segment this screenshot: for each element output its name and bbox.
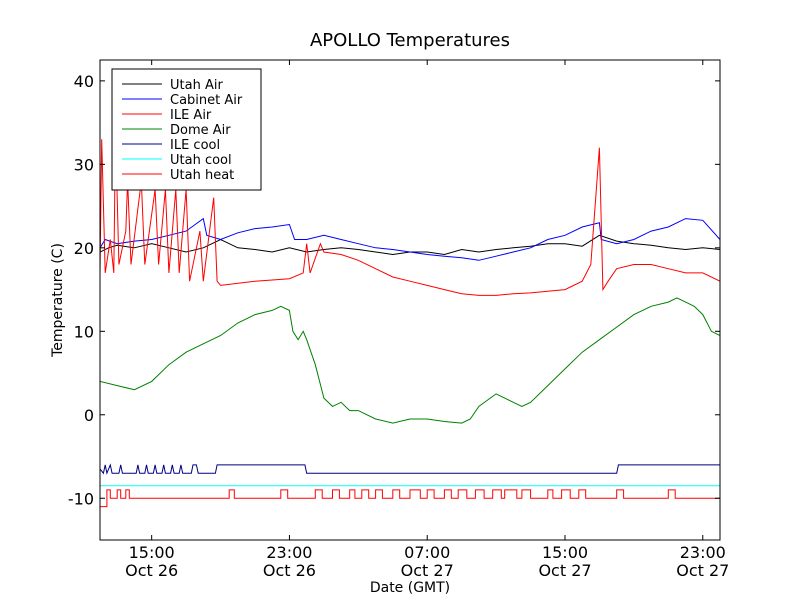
x-tick-label-date: Oct 26 [125,561,178,580]
y-tick-label: 40 [74,72,94,91]
x-tick-label-date: Oct 27 [538,561,591,580]
y-axis-label: Temperature (C) [50,243,66,358]
legend-label: ILE Air [170,108,212,123]
legend-label: Dome Air [170,123,231,138]
legend-label: Utah heat [170,168,234,183]
series-line-utah-heat [100,489,720,508]
x-tick-label-date: Oct 26 [263,561,316,580]
series-line-dome-air [100,297,720,424]
chart-title: APOLLO Temperatures [310,30,510,51]
x-axis-label: Date (GMT) [370,580,450,596]
x-tick-label-time: 23:00 [266,543,312,562]
series-line-cabinet-air [100,217,720,261]
plot-border [99,59,721,541]
series-line-utah-air [100,234,720,256]
legend-label: ILE cool [170,138,220,153]
y-tick-label: 10 [74,322,94,341]
series-line-ile-air [100,130,720,296]
y-tick-label: 20 [74,239,94,258]
y-tick-label: 0 [84,406,94,425]
series-line-ile-cool [100,463,720,475]
legend-label: Utah cool [170,153,232,168]
x-tick-label-time: 15:00 [129,543,175,562]
x-tick-label-time: 23:00 [680,543,726,562]
series-layer [100,130,720,508]
legend-label: Utah Air [170,78,223,93]
x-tick-label-date: Oct 27 [676,561,729,580]
y-tick-label: -10 [68,489,94,508]
legend-label: Cabinet Air [170,93,243,108]
x-tick-label-time: 07:00 [404,543,450,562]
x-tick-label-date: Oct 27 [401,561,454,580]
y-tick-label: 30 [74,155,94,174]
x-tick-label-time: 15:00 [542,543,588,562]
